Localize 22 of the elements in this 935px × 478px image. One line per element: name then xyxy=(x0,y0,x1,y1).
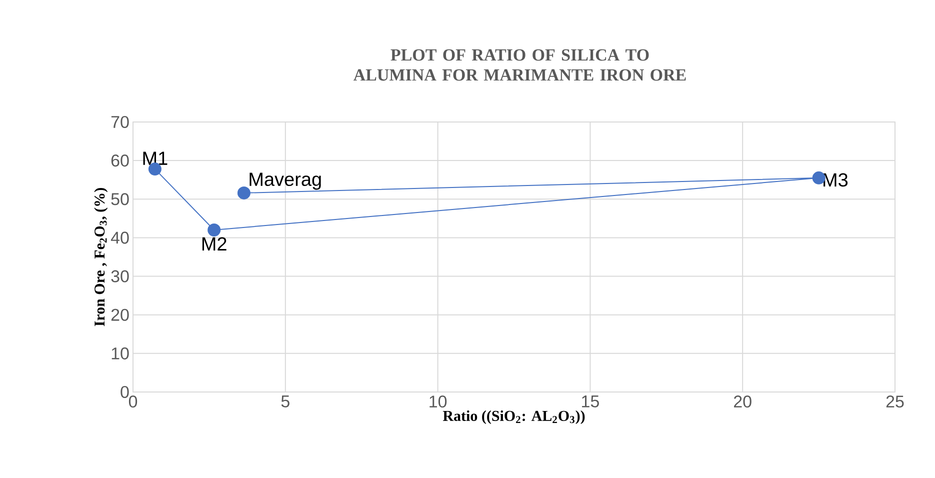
y-tick-label: 60 xyxy=(111,154,129,167)
annotation: M1 xyxy=(143,152,168,165)
x-tick-label: 25 xyxy=(886,396,904,408)
y-tick-label: 40 xyxy=(110,232,129,244)
point xyxy=(237,186,250,200)
x-tick-label: 0 xyxy=(128,396,138,408)
x-axis-title: Ratio ((SiO$_{2}$: AL$_{2}$O$_{3}$)) xyxy=(442,410,585,424)
x-tick-label: 5 xyxy=(281,396,290,408)
y-axis-title: Iron Ore , Fe$_{2}$O$_{3}$, (%) xyxy=(94,188,108,326)
y-tick-label: 50 xyxy=(111,193,129,206)
y-tick-label: 70 xyxy=(111,116,129,128)
annotation: Maverag xyxy=(250,172,321,190)
y-tick-label: 30 xyxy=(111,270,129,282)
point xyxy=(208,223,221,236)
x-tick-label: 20 xyxy=(734,396,752,408)
x-tick-label: 10 xyxy=(430,396,447,408)
chart-title: PLOT OF RATIO OF SILICA TO ALUMINA FOR MARIMANTE IRON ORE xyxy=(353,49,686,81)
y-tick-label: 10 xyxy=(112,347,129,360)
annotation: M2 xyxy=(202,237,226,250)
y-tick-label: 20 xyxy=(111,308,129,321)
y-tick-label: 0 xyxy=(120,386,129,398)
x-tick-label: 15 xyxy=(582,396,599,408)
